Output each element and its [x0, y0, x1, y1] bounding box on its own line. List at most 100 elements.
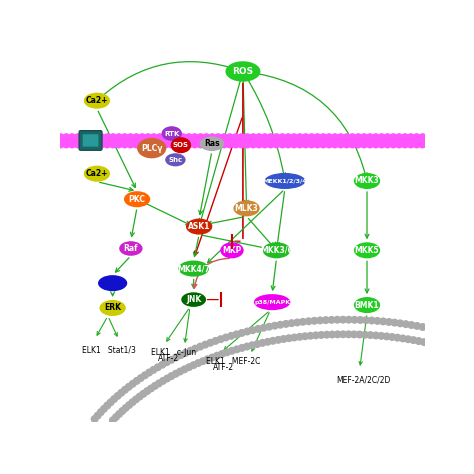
Circle shape	[180, 140, 187, 148]
Circle shape	[249, 134, 257, 141]
Circle shape	[233, 331, 240, 337]
Circle shape	[384, 134, 391, 141]
Circle shape	[203, 140, 210, 148]
Circle shape	[57, 140, 64, 148]
Circle shape	[126, 402, 132, 409]
Circle shape	[226, 134, 233, 141]
Circle shape	[431, 341, 438, 347]
Circle shape	[385, 319, 392, 325]
Circle shape	[232, 134, 239, 141]
Circle shape	[255, 140, 263, 148]
Ellipse shape	[226, 61, 260, 82]
Circle shape	[145, 140, 152, 148]
Circle shape	[395, 140, 403, 148]
Circle shape	[291, 334, 298, 341]
Circle shape	[419, 134, 426, 141]
Circle shape	[317, 317, 323, 324]
Circle shape	[164, 375, 171, 382]
Text: Ca2+: Ca2+	[86, 169, 108, 178]
Text: SOS: SOS	[173, 142, 189, 148]
Circle shape	[63, 140, 70, 148]
Circle shape	[380, 318, 386, 325]
Circle shape	[355, 140, 362, 148]
Circle shape	[150, 366, 157, 373]
Circle shape	[318, 332, 325, 338]
Circle shape	[275, 337, 282, 343]
Circle shape	[360, 140, 368, 148]
Circle shape	[314, 140, 321, 148]
Circle shape	[129, 399, 136, 405]
Circle shape	[291, 140, 298, 148]
Circle shape	[266, 323, 273, 330]
Circle shape	[425, 140, 432, 148]
Circle shape	[400, 335, 406, 342]
Circle shape	[137, 375, 144, 382]
Circle shape	[80, 134, 87, 141]
Circle shape	[185, 134, 192, 141]
Circle shape	[334, 317, 340, 323]
Text: MKK3: MKK3	[355, 176, 379, 185]
Text: MKP: MKP	[222, 246, 242, 255]
Circle shape	[401, 140, 409, 148]
Circle shape	[121, 134, 128, 141]
Circle shape	[413, 134, 420, 141]
Text: ASK1: ASK1	[188, 222, 210, 231]
Circle shape	[419, 324, 426, 330]
Circle shape	[156, 140, 164, 148]
Circle shape	[378, 140, 385, 148]
Circle shape	[308, 140, 315, 148]
Circle shape	[430, 326, 437, 333]
Circle shape	[220, 140, 228, 148]
Circle shape	[109, 134, 117, 141]
Circle shape	[192, 346, 199, 352]
Text: ERK: ERK	[104, 303, 121, 312]
Circle shape	[129, 381, 136, 387]
Circle shape	[103, 134, 111, 141]
Circle shape	[122, 405, 129, 411]
Circle shape	[116, 411, 122, 417]
Circle shape	[68, 140, 76, 148]
Circle shape	[346, 317, 352, 323]
Circle shape	[273, 134, 280, 141]
Circle shape	[133, 140, 140, 148]
Circle shape	[284, 134, 292, 141]
Text: ROS: ROS	[232, 67, 254, 76]
Circle shape	[68, 134, 76, 141]
Circle shape	[57, 134, 64, 141]
Circle shape	[224, 349, 230, 356]
Circle shape	[146, 369, 153, 376]
Circle shape	[220, 134, 228, 141]
Text: MKK5: MKK5	[355, 246, 379, 255]
Circle shape	[159, 361, 165, 368]
Circle shape	[331, 140, 338, 148]
Circle shape	[186, 364, 192, 371]
Circle shape	[127, 140, 134, 148]
Circle shape	[374, 318, 381, 324]
Circle shape	[168, 356, 175, 363]
Circle shape	[302, 333, 308, 339]
Circle shape	[197, 343, 203, 350]
Circle shape	[200, 358, 206, 365]
Circle shape	[173, 140, 181, 148]
Circle shape	[389, 334, 395, 340]
Circle shape	[152, 383, 158, 389]
Circle shape	[173, 371, 179, 377]
Circle shape	[164, 359, 170, 365]
Circle shape	[349, 140, 356, 148]
Circle shape	[294, 319, 301, 326]
Circle shape	[267, 140, 274, 148]
Circle shape	[322, 317, 329, 323]
Ellipse shape	[200, 137, 224, 151]
Circle shape	[133, 134, 140, 141]
Circle shape	[63, 134, 70, 141]
Circle shape	[383, 333, 390, 340]
Circle shape	[360, 134, 368, 141]
Circle shape	[214, 140, 222, 148]
Circle shape	[311, 318, 318, 324]
Circle shape	[168, 140, 175, 148]
Ellipse shape	[98, 275, 127, 291]
Circle shape	[296, 140, 303, 148]
Text: PLCγ: PLCγ	[141, 144, 163, 153]
Circle shape	[223, 334, 229, 341]
Circle shape	[363, 317, 369, 323]
